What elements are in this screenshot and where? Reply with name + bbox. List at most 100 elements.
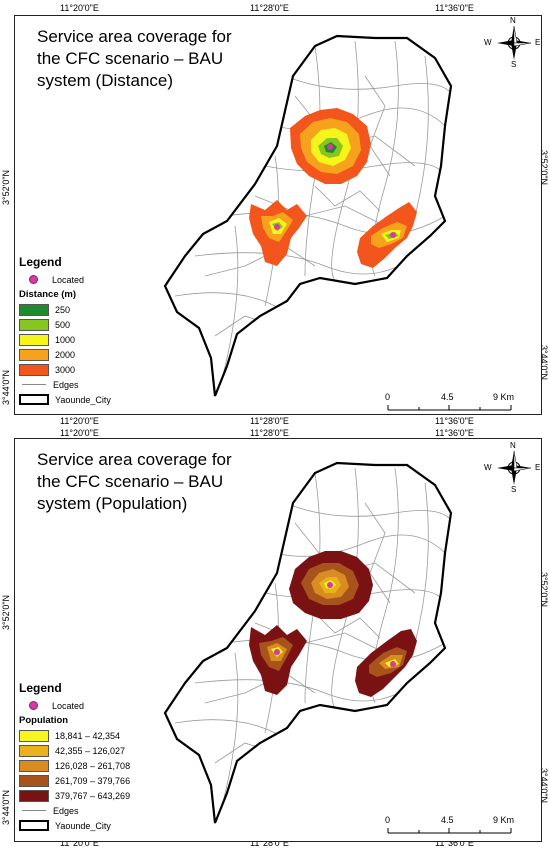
legend-class-label: 126,028 – 261,708	[55, 760, 131, 771]
legend-class-label: 3000	[55, 364, 76, 375]
longitude-label: 11°28'0"E	[250, 3, 289, 13]
latitude-label: 3°52'0"N	[1, 169, 11, 205]
service-area-west	[249, 625, 307, 695]
legend-class-label: 500	[55, 319, 71, 330]
map-title: Service area coverage for the CFC scenar…	[37, 450, 232, 513]
located-dot-icon	[29, 275, 38, 284]
longitude-label: 11°36'0"E	[435, 3, 474, 13]
longitude-label: 11°36'0"E	[435, 416, 474, 426]
service-area-east	[355, 629, 417, 697]
legend-swatch	[19, 303, 49, 316]
service-area-west	[249, 200, 307, 266]
scale-label: 0	[385, 392, 391, 402]
legend-swatch	[19, 318, 49, 331]
latitude-label: 3°44'0"N	[1, 789, 11, 825]
legend-class-label: 1000	[55, 334, 76, 345]
legend-swatch	[19, 333, 49, 346]
legend-swatch	[19, 744, 49, 757]
legend-title: Legend	[19, 255, 62, 269]
map-canvas	[163, 34, 453, 397]
legend-swatch	[19, 729, 49, 742]
north-arrow-icon: N S W E	[484, 16, 541, 69]
service-area-east	[357, 202, 417, 268]
longitude-label: 11°36'0"E	[435, 428, 474, 438]
longitude-label: 11°20'0"E	[60, 428, 99, 438]
legend-swatch	[19, 774, 49, 787]
city-boundary	[163, 34, 453, 397]
map-panel-distance: Service area coverage for the CFC scenar…	[14, 15, 542, 415]
scale-label: 9 Km	[493, 392, 515, 402]
legend-class-label: 42,355 – 126,027	[55, 745, 126, 756]
legend-located: Located	[19, 698, 130, 713]
service-area-north	[290, 108, 371, 184]
latitude-label: 3°52'0"N	[1, 594, 11, 630]
legend-class-heading: Distance (m)	[19, 289, 77, 300]
legend-class-heading: Population	[19, 715, 69, 726]
legend-class-item: 18,841 – 42,354	[19, 728, 130, 743]
legend-class-item: 379,767 – 643,269	[19, 788, 130, 803]
map-canvas	[163, 461, 453, 824]
legend-swatch	[19, 363, 49, 376]
legend-edges: Edges	[19, 803, 130, 818]
scale-label: 4.5	[441, 815, 454, 825]
legend-located: Located	[19, 272, 111, 287]
legend-class-item: 42,355 – 126,027	[19, 743, 130, 758]
legend-class-item: 500	[19, 317, 111, 332]
located-point	[274, 224, 280, 230]
north-arrow-icon: N S W E	[484, 441, 541, 494]
longitude-label: 11°28'0"E	[250, 428, 289, 438]
legend-city: Yaounde_City	[19, 392, 111, 407]
legend-class-label: 18,841 – 42,354	[55, 730, 121, 741]
service-area-north	[289, 551, 373, 619]
legend-title: Legend	[19, 681, 62, 695]
legend-class-item: 126,028 – 261,708	[19, 758, 130, 773]
city-boundary	[163, 461, 453, 824]
legend-class-item: 261,709 – 379,766	[19, 773, 130, 788]
legend-class-label: 261,709 – 379,766	[55, 775, 131, 786]
longitude-label: 11°28'0"E	[250, 416, 289, 426]
west-label: W	[484, 463, 492, 472]
east-label: E	[535, 38, 541, 47]
city-boundary-icon	[19, 820, 49, 831]
longitude-label: 11°28'0"E	[250, 838, 289, 848]
legend-swatch	[19, 759, 49, 772]
located-point	[390, 232, 396, 238]
legend-class-label: 379,767 – 643,269	[55, 790, 131, 801]
legend-class-item: 250	[19, 302, 111, 317]
scale-label: 9 Km	[493, 815, 515, 825]
legend-swatch	[19, 789, 49, 802]
north-label: N	[510, 16, 516, 25]
south-label: S	[511, 485, 517, 494]
longitude-label: 11°20'0"E	[60, 416, 99, 426]
scale-label: 0	[385, 815, 391, 825]
longitude-label: 11°36'0"E	[435, 838, 474, 848]
west-label: W	[484, 38, 492, 47]
north-label: N	[510, 441, 516, 450]
map-title: Service area coverage for the CFC scenar…	[37, 27, 232, 90]
east-label: E	[535, 463, 541, 472]
legend: Legend Located Distance (m) 250 500 1000 20…	[19, 255, 111, 407]
longitude-label: 11°20'0"E	[60, 838, 99, 848]
legend-city: Yaounde_City	[19, 818, 130, 833]
legend-class-label: 250	[55, 304, 71, 315]
located-point	[327, 144, 333, 150]
located-point	[390, 661, 396, 667]
latitude-label: 3°44'0"N	[1, 369, 11, 405]
scale-label: 4.5	[441, 392, 454, 402]
city-boundary-icon	[19, 394, 49, 405]
longitude-label: 11°20'0"E	[60, 3, 99, 13]
legend-swatch	[19, 348, 49, 361]
legend-class-item: 1000	[19, 332, 111, 347]
legend-class-label: 2000	[55, 349, 76, 360]
located-point	[274, 649, 280, 655]
legend-class-item: 3000	[19, 362, 111, 377]
edge-line-icon	[22, 810, 46, 811]
located-point	[327, 582, 333, 588]
legend-class-item: 2000	[19, 347, 111, 362]
south-label: S	[511, 60, 517, 69]
legend: Legend Located Population 18,841 – 42,35…	[19, 681, 130, 833]
map-panel-population: Service area coverage for the CFC scenar…	[14, 438, 542, 842]
legend-edges: Edges	[19, 377, 111, 392]
edge-line-icon	[22, 384, 46, 385]
located-dot-icon	[29, 701, 38, 710]
